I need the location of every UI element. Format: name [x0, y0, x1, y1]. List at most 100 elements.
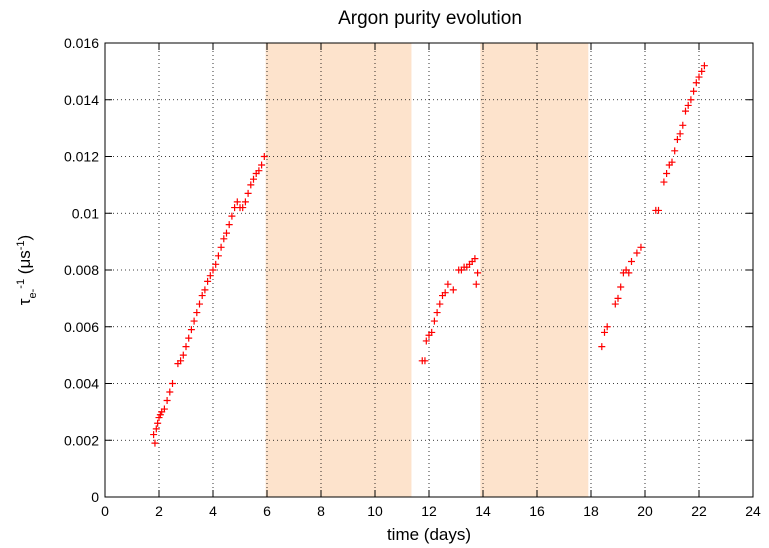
- data-point: [472, 280, 480, 288]
- data-point: [225, 221, 233, 229]
- y-tick-label: 0: [91, 489, 99, 505]
- x-tick-label: 2: [155, 503, 163, 519]
- data-point: [150, 431, 158, 439]
- y-label-part: (μs: [15, 250, 34, 279]
- data-point: [684, 101, 692, 109]
- data-point: [239, 204, 247, 212]
- data-point: [690, 87, 698, 95]
- data-point: [695, 73, 703, 81]
- data-point: [625, 269, 633, 277]
- data-point: [698, 67, 706, 75]
- data-point: [204, 277, 212, 285]
- data-point: [700, 62, 708, 70]
- data-point: [655, 206, 662, 214]
- data-point: [187, 326, 195, 334]
- x-tick-label: 24: [745, 503, 761, 519]
- data-point: [671, 147, 679, 155]
- data-point: [160, 405, 168, 413]
- y-tick-label: 0.016: [64, 35, 99, 51]
- data-point: [154, 419, 162, 427]
- data-point: [193, 309, 201, 317]
- x-tick-label: 16: [529, 503, 545, 519]
- x-tick-label: 14: [475, 503, 491, 519]
- data-point: [190, 317, 198, 325]
- data-point: [436, 300, 444, 308]
- data-point: [601, 328, 608, 336]
- data-point: [247, 181, 255, 189]
- data-point: [633, 249, 641, 257]
- y-tick-label: 0.014: [64, 92, 99, 108]
- data-point: [151, 439, 159, 447]
- data-point: [617, 283, 625, 291]
- data-point: [206, 272, 214, 280]
- y-label-part: -1: [15, 279, 27, 289]
- data-point: [474, 269, 482, 277]
- data-point: [228, 212, 236, 220]
- data-point: [166, 388, 174, 396]
- data-point: [244, 189, 252, 197]
- data-point: [444, 280, 452, 288]
- data-point: [614, 294, 622, 302]
- data-point: [430, 317, 438, 325]
- x-tick-label: 20: [637, 503, 653, 519]
- data-point: [255, 167, 263, 175]
- x-tick-label: 18: [583, 503, 599, 519]
- y-tick-label: 0.006: [64, 319, 99, 335]
- y-tick-label: 0.008: [64, 262, 99, 278]
- x-tick-label: 10: [367, 503, 383, 519]
- x-tick-label: 4: [209, 503, 217, 519]
- y-label-part: -1: [15, 240, 27, 250]
- data-point: [217, 243, 225, 251]
- data-point: [201, 286, 209, 294]
- y-label-part: τ: [15, 298, 34, 305]
- data-point: [687, 96, 695, 104]
- y-tick-label: 0.012: [64, 149, 99, 165]
- data-point: [428, 328, 436, 336]
- x-tick-label: 0: [101, 503, 109, 519]
- data-point: [660, 178, 668, 186]
- data-point: [260, 153, 268, 160]
- x-tick-label: 8: [317, 503, 325, 519]
- data-point: [692, 79, 700, 87]
- data-point: [421, 357, 429, 365]
- data-point: [441, 289, 449, 297]
- data-point: [182, 343, 190, 351]
- data-point: [220, 235, 228, 243]
- data-point: [679, 121, 687, 129]
- x-tick-label: 12: [421, 503, 437, 519]
- y-tick-label: 0.002: [64, 432, 99, 448]
- data-point: [177, 357, 185, 365]
- data-point: [179, 351, 187, 359]
- data-point: [682, 107, 689, 115]
- data-point: [471, 255, 479, 263]
- data-point: [637, 243, 645, 251]
- x-axis-label: time (days): [387, 525, 471, 544]
- data-point: [169, 380, 176, 387]
- chart-title: Argon purity evolution: [338, 8, 522, 29]
- data-point: [663, 170, 671, 178]
- data-point: [422, 337, 430, 345]
- data-point: [611, 300, 619, 308]
- y-label-part: ): [15, 235, 34, 241]
- data-point: [163, 397, 171, 405]
- data-point: [212, 260, 220, 268]
- data-point: [152, 425, 160, 433]
- x-tick-label: 6: [263, 503, 271, 519]
- data-point: [603, 323, 611, 331]
- data-point: [598, 343, 606, 351]
- data-point: [241, 198, 249, 206]
- data-point: [223, 229, 230, 237]
- x-tick-label: 22: [691, 503, 707, 519]
- data-point: [196, 300, 203, 308]
- data-point: [198, 292, 206, 300]
- data-point: [185, 334, 193, 342]
- data-point: [233, 198, 241, 206]
- y-axis-label: τe--1 (μs-1): [15, 235, 39, 305]
- y-tick-label: 0.004: [64, 376, 99, 392]
- data-point: [250, 175, 257, 183]
- plot-frame: [104, 42, 754, 498]
- data-point: [668, 158, 676, 166]
- data-point: [209, 266, 217, 274]
- data-point: [258, 161, 266, 169]
